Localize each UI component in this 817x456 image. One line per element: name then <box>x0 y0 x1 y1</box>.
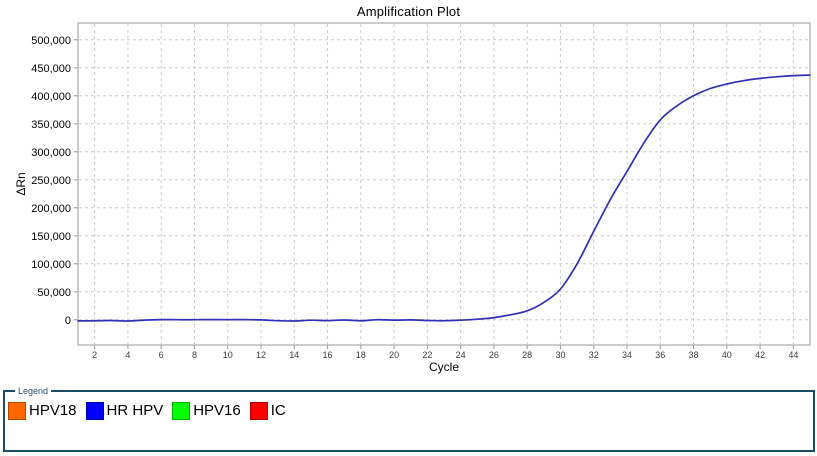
legend-item-hr-hpv: HR HPV <box>85 402 164 420</box>
legend-caption: Legend <box>18 386 49 396</box>
plot-border <box>77 22 811 346</box>
x-tick-label: 4 <box>125 350 130 360</box>
x-tick-label: 18 <box>356 350 366 360</box>
y-tick-label: 100,000 <box>31 259 71 271</box>
legend-color-swatch <box>172 402 191 420</box>
x-tick-label: 22 <box>422 350 432 360</box>
y-tick-label: 350,000 <box>31 119 71 131</box>
y-tick-label: 450,000 <box>31 63 71 75</box>
y-tick-label: 0 <box>65 315 71 327</box>
plot-area: 2 4 6 8 10 12 14 16 18 20 22 24 26 28 30 32 34 36 38 40 42 44… <box>31 22 811 360</box>
x-tick-label: 44 <box>788 350 798 360</box>
legend-item-label: HPV16 <box>193 402 241 419</box>
x-tick-label: 32 <box>589 350 599 360</box>
x-tick-label: 42 <box>755 350 765 360</box>
y-tick-label: 300,000 <box>31 147 71 159</box>
y-tick-label: 150,000 <box>31 231 71 243</box>
x-tick-label: 6 <box>159 350 164 360</box>
x-tick-label: 24 <box>456 350 466 360</box>
x-tick-label: 34 <box>622 350 632 360</box>
x-tick-label: 26 <box>489 350 499 360</box>
x-tick-label: 38 <box>689 350 699 360</box>
x-tick-label: 40 <box>722 350 732 360</box>
x-tick-label: 14 <box>289 350 299 360</box>
legend-item-label: HR HPV <box>106 402 164 419</box>
legend-box: Legend HPV18 HR HPV HPV16 IC <box>3 386 815 452</box>
x-tick-label: 36 <box>655 350 665 360</box>
legend-item-label: IC <box>270 402 286 419</box>
legend-item-hpv16: HPV16 <box>172 402 241 420</box>
y-tick-label: 50,000 <box>37 287 71 299</box>
y-tick-label: 400,000 <box>31 91 71 103</box>
legend-item-label: HPV18 <box>29 402 77 419</box>
x-tick-label: 20 <box>389 350 399 360</box>
x-tick-label: 16 <box>323 350 333 360</box>
y-tick-label: 200,000 <box>31 203 71 215</box>
y-tick-label: 500,000 <box>31 35 71 47</box>
chart-title: Amplification Plot <box>356 4 461 19</box>
x-tick-label: 8 <box>192 350 197 360</box>
legend-color-swatch <box>8 402 26 420</box>
x-tick-label: 2 <box>92 350 97 360</box>
x-axis-label: Cycle <box>428 360 460 374</box>
x-tick-label: 10 <box>223 350 233 360</box>
x-tick-label: 12 <box>256 350 266 360</box>
legend-items: HPV18 HR HPV HPV16 IC <box>5 396 813 420</box>
x-tick-label: 28 <box>522 350 532 360</box>
x-tick-label: 30 <box>555 350 565 360</box>
legend-item-ic: IC <box>249 402 286 420</box>
amplification-curve <box>77 74 811 322</box>
plot-background <box>78 23 810 345</box>
legend-color-swatch <box>85 402 104 420</box>
legend-color-swatch <box>249 402 268 420</box>
legend-item-hpv18: HPV18 <box>8 402 77 420</box>
y-tick-label: 250,000 <box>31 175 71 187</box>
